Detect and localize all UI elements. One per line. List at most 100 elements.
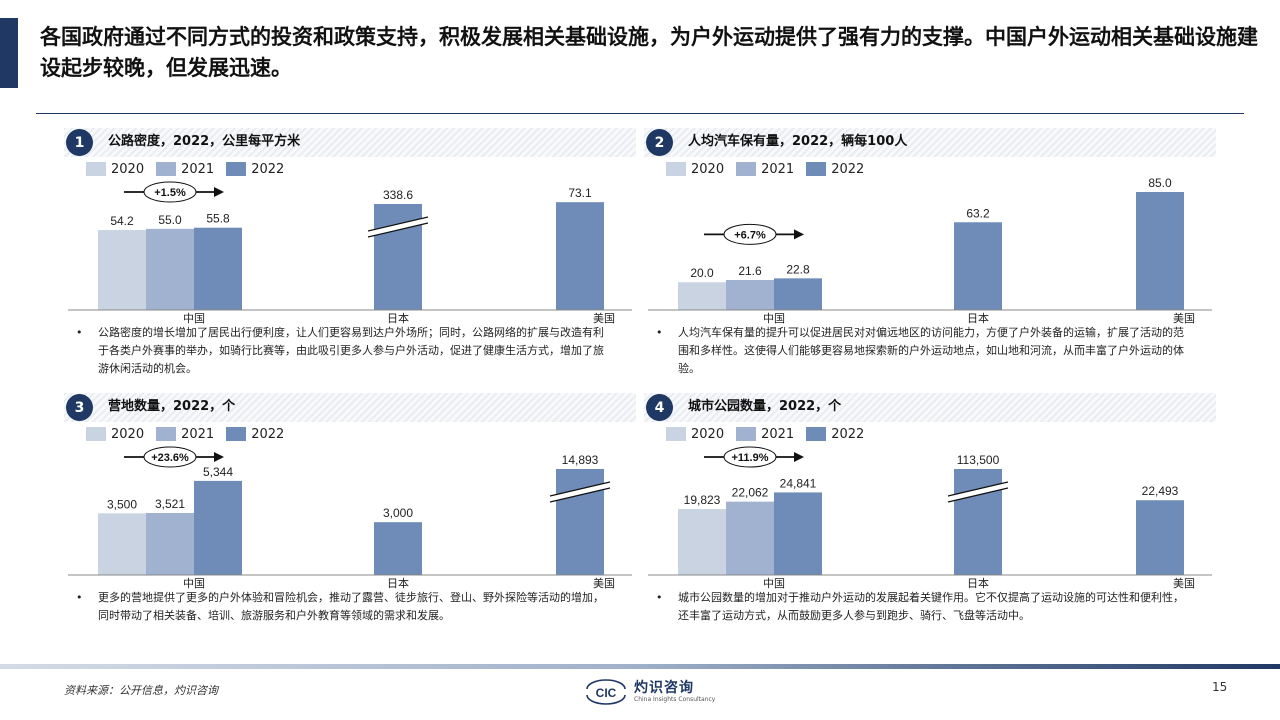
category-label: 中国 xyxy=(183,577,205,590)
axis-break-line xyxy=(367,216,429,232)
panel-number-badge: 1 xyxy=(66,129,93,156)
legend-label: 2021 xyxy=(761,426,795,442)
bar-china-2020 xyxy=(678,282,726,310)
bar-china-2022 xyxy=(774,492,822,575)
source-note: 资料来源：公开信息，灼识咨询 xyxy=(64,684,218,697)
bar-china-2021 xyxy=(726,280,774,310)
bar-usa xyxy=(1136,192,1184,310)
legend-label: 2022 xyxy=(831,161,865,177)
legend-item-2020: 2020 xyxy=(86,427,144,442)
bullet-note: • 城市公园数量的增加对于推动户外运动的发展起着关键作用。它不仅提高了运动设施的… xyxy=(654,589,1194,625)
company-logo: CIC 灼识咨询 China Insights Consultancy xyxy=(584,679,715,705)
chart-legend: 2020 2021 2022 xyxy=(666,425,876,443)
legend-label: 2021 xyxy=(761,161,795,177)
category-label: 日本 xyxy=(967,311,989,325)
data-label: 3,521 xyxy=(155,497,185,511)
cagr-label: +23.6% xyxy=(151,452,189,464)
cagr-label: +6.7% xyxy=(734,229,766,241)
bullet-text: 城市公园数量的增加对于推动户外运动的发展起着关键作用。它不仅提高了运动设施的可达… xyxy=(678,591,1184,622)
legend-label: 2020 xyxy=(111,161,145,177)
legend-swatch-2021 xyxy=(156,427,177,441)
bar-china-2022 xyxy=(194,227,242,310)
category-label: 中国 xyxy=(183,312,205,325)
data-label: 63.2 xyxy=(966,206,990,220)
category-label: 美国 xyxy=(593,312,615,325)
slide-title: 各国政府通过不同方式的投资和政策支持，积极发展相关基础设施，为户外运动提供了强有… xyxy=(40,25,1258,80)
legend-label: 2021 xyxy=(181,161,215,177)
bullet-dot: • xyxy=(76,326,83,339)
category-label: 中国 xyxy=(763,577,785,590)
panel-header: 1 公路密度，2022，公里每平方米 xyxy=(64,128,636,157)
data-label: 14,893 xyxy=(562,453,599,467)
data-label: 22,062 xyxy=(732,486,769,500)
bullet-text: 公路密度的增长增加了居民出行便利度，让人们更容易到达户外场所；同时，公路网络的扩… xyxy=(98,326,604,375)
legend-swatch-2020 xyxy=(666,427,686,441)
bar-china-2022 xyxy=(774,278,822,310)
panel-number-badge: 2 xyxy=(646,129,673,156)
data-label: 54.2 xyxy=(110,214,134,228)
legend-item-2022: 2022 xyxy=(806,162,864,177)
bullet-dot: • xyxy=(76,591,83,604)
category-label: 日本 xyxy=(387,576,409,590)
axis-break-icon xyxy=(947,481,1009,503)
data-label: 24,841 xyxy=(780,476,817,490)
bar-usa xyxy=(1136,500,1184,575)
bar-japan xyxy=(374,522,422,575)
bar-chart: 54.2 55.0 55.8 338.6 73.1 +1.5% 中国 日本 美国 xyxy=(68,181,632,325)
legend-label: 2020 xyxy=(111,426,145,442)
panel-car-ownership: 2 人均汽车保有量，2022，辆每100人 2020 2021 2022 20.… xyxy=(644,128,1216,386)
axis-break-gap xyxy=(948,482,1008,502)
data-label: 22,493 xyxy=(1142,484,1179,498)
legend-label: 2020 xyxy=(691,426,725,442)
cagr-badge xyxy=(723,223,777,245)
axis-break-gap xyxy=(368,217,428,237)
legend-swatch-2021 xyxy=(736,427,757,441)
axis-break-line xyxy=(367,222,429,238)
data-label: 113,500 xyxy=(957,453,1000,467)
legend-item-2020: 2020 xyxy=(666,427,724,442)
legend-swatch-2021 xyxy=(736,162,757,176)
panel-road-density: 1 公路密度，2022，公里每平方米 2020 2021 2022 54.2 55… xyxy=(64,128,636,386)
logo-mark-text: CIC xyxy=(596,686,617,700)
data-label: 55.8 xyxy=(206,212,230,226)
panel-number-badge: 4 xyxy=(646,394,673,421)
legend-swatch-2020 xyxy=(86,427,106,441)
legend-item-2021: 2021 xyxy=(156,427,214,442)
panel-title: 城市公园数量，2022，个 xyxy=(688,399,842,414)
legend-item-2021: 2021 xyxy=(156,162,214,177)
title-divider xyxy=(36,113,1244,114)
legend-item-2020: 2020 xyxy=(86,162,144,177)
data-label: 5,344 xyxy=(203,465,233,479)
data-label: 22.8 xyxy=(786,262,810,276)
legend-label: 2022 xyxy=(251,426,285,442)
data-label: 19,823 xyxy=(684,493,721,507)
bar-china-2021 xyxy=(146,512,194,575)
legend-item-2022: 2022 xyxy=(226,427,284,442)
logo-name-cn: 灼识咨询 xyxy=(634,680,694,696)
bar-china-2020 xyxy=(98,230,146,310)
cagr-badge xyxy=(143,181,197,203)
cagr-label: +1.5% xyxy=(154,187,186,199)
panel-city-parks: 4 城市公园数量，2022，个 2020 2021 2022 19,823 22,… xyxy=(644,393,1216,651)
bar-china-2022 xyxy=(194,480,242,575)
bar-chart: 3,500 3,521 5,344 3,000 14,893 +23.6% 中国 日本 美国 xyxy=(68,446,632,590)
bar-china-2020 xyxy=(98,513,146,575)
logo-name-en: China Insights Consultancy xyxy=(634,696,716,703)
bullet-note: • 更多的营地提供了更多的户外体验和冒险机会，推动了露营、徒步旅行、登山、野外探… xyxy=(74,589,614,625)
axis-break-line xyxy=(549,487,611,503)
panel-title: 人均汽车保有量，2022，辆每100人 xyxy=(688,134,908,149)
bar-chart: 20.0 21.6 22.8 63.2 85.0 +6.7% 中国 日本 美国 xyxy=(648,176,1212,325)
category-label: 日本 xyxy=(387,311,409,325)
chart-legend: 2020 2021 2022 xyxy=(86,160,296,178)
page-number: 15 xyxy=(1212,680,1228,694)
data-label: 3,000 xyxy=(383,506,413,520)
legend-swatch-2020 xyxy=(86,162,106,176)
legend-label: 2022 xyxy=(251,161,285,177)
bullet-dot: • xyxy=(656,326,663,339)
legend-item-2022: 2022 xyxy=(806,427,864,442)
legend-label: 2022 xyxy=(831,426,865,442)
axis-break-icon xyxy=(367,216,429,238)
panel-title: 营地数量，2022，个 xyxy=(108,399,236,414)
bullet-dot: • xyxy=(656,591,663,604)
legend-swatch-2022 xyxy=(806,162,827,176)
